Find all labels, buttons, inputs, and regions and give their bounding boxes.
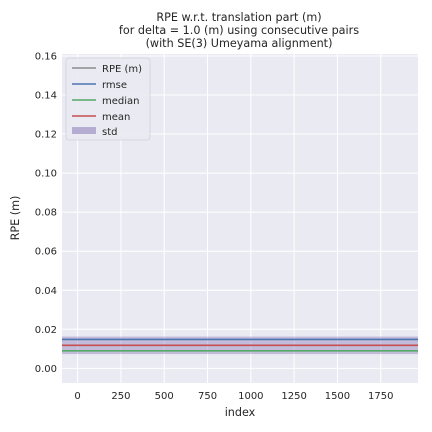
y-tick-label: 0.06 (35, 247, 57, 258)
y-tick-label: 0.02 (35, 325, 57, 336)
x-tick-label: 250 (111, 391, 130, 402)
x-tick-label: 1750 (368, 391, 393, 402)
y-tick-label: 0.10 (35, 169, 57, 180)
x-tick-label: 0 (74, 391, 80, 402)
y-tick-label: 0.00 (35, 364, 57, 375)
legend-box (65, 57, 151, 141)
y-tick-labels: 0.00 0.02 0.04 0.06 0.08 0.10 0.12 0.14 0.16 (35, 51, 57, 374)
y-tick-label: 0.14 (35, 91, 57, 102)
legend-item-rmse: rmse (72, 80, 127, 91)
legend-swatch-std (72, 127, 96, 134)
x-tick-label: 1250 (281, 391, 306, 402)
legend-item-rpe: RPE (m) (72, 64, 142, 75)
title-line-1: RPE w.r.t. translation part (m) (156, 11, 321, 24)
title-line-3: (with SE(3) Umeyama alignment) (146, 37, 333, 50)
legend-label-rpe: RPE (m) (102, 64, 142, 75)
stat-lines (62, 338, 418, 352)
legend: RPE (m) rmse median mean std (65, 57, 151, 141)
y-axis-label: RPE (m) (9, 196, 22, 241)
legend-label-rmse: rmse (102, 80, 127, 91)
chart-title: RPE w.r.t. translation part (m) for delt… (119, 11, 359, 50)
y-tick-label: 0.12 (35, 130, 57, 141)
x-axis-label: index (225, 406, 256, 419)
legend-item-median: median (72, 96, 140, 107)
grid (62, 54, 418, 383)
y-tick-label: 0.04 (35, 286, 57, 297)
x-tick-label: 500 (155, 391, 174, 402)
legend-label-std: std (102, 127, 117, 138)
x-tick-label: 750 (198, 391, 217, 402)
x-tick-labels: 0 250 500 750 1000 1250 1500 1750 (74, 391, 393, 402)
x-tick-label: 1500 (325, 391, 350, 402)
y-tick-label: 0.16 (35, 51, 57, 62)
legend-label-mean: mean (102, 112, 130, 123)
title-line-2: for delta = 1.0 (m) using consecutive pa… (119, 24, 359, 37)
y-tick-label: 0.08 (35, 208, 57, 219)
legend-item-std: std (72, 127, 117, 138)
x-tick-label: 1000 (238, 391, 263, 402)
legend-item-mean: mean (72, 112, 130, 123)
legend-label-median: median (102, 96, 140, 107)
